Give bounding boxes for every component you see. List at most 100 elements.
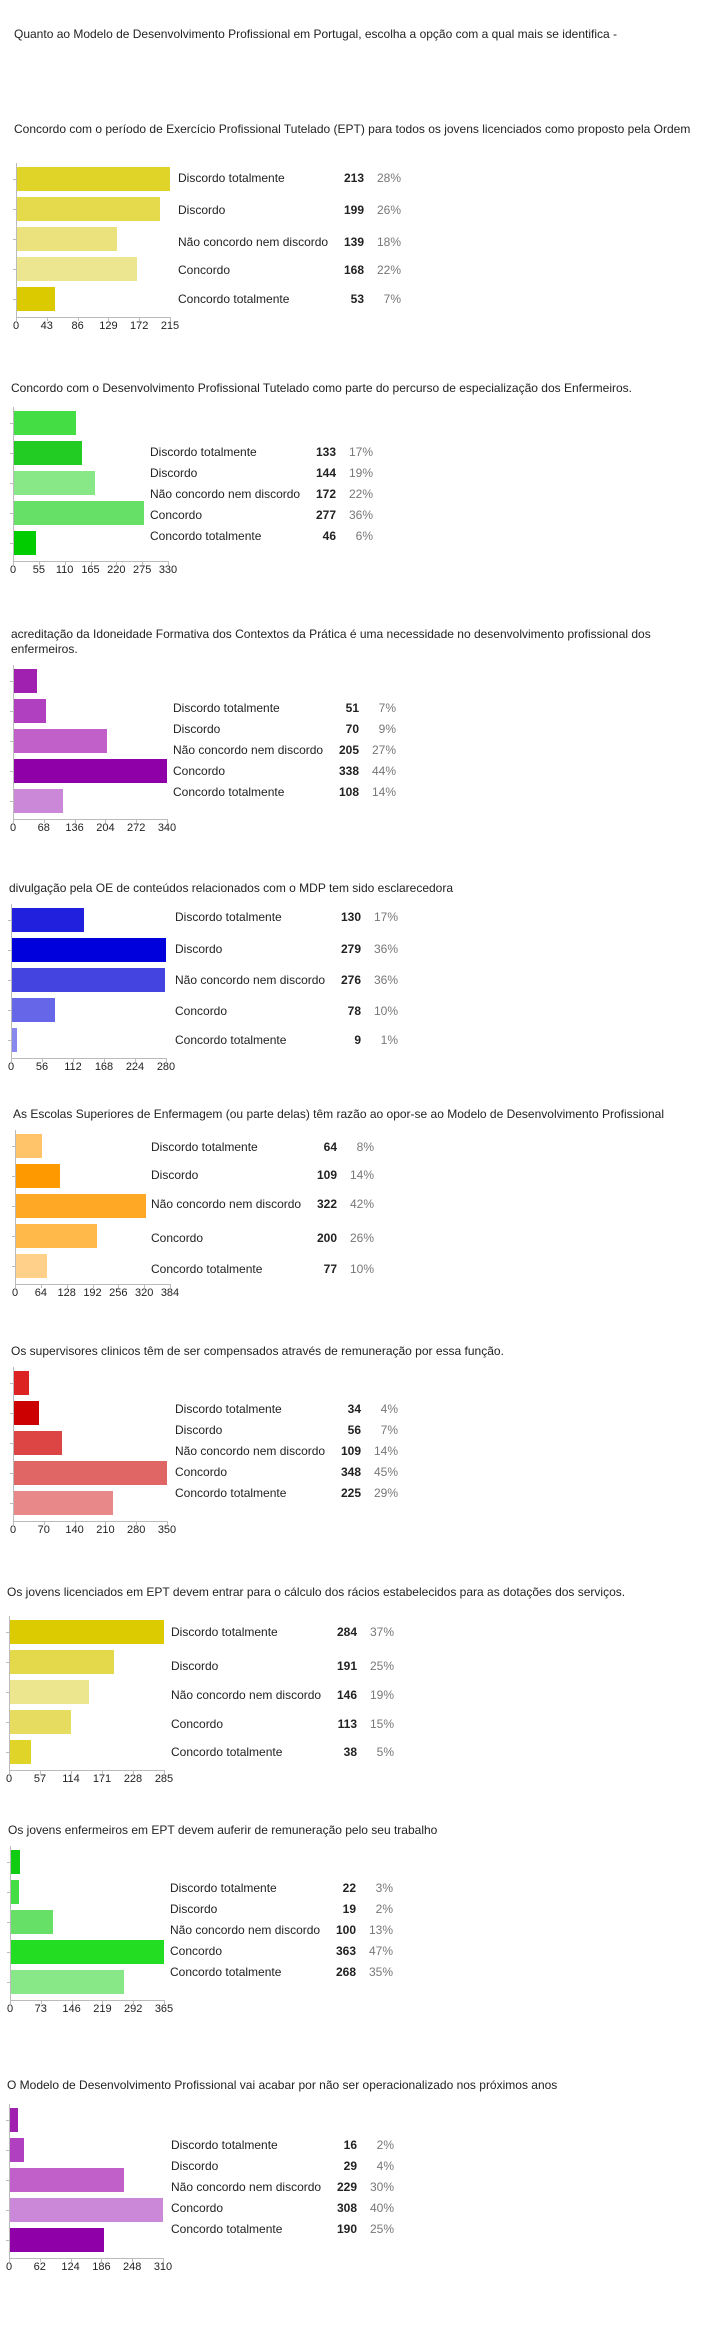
bar-count: 51 [345,701,359,715]
bar-percent: 17% [373,910,398,924]
bar-label: Concordo [171,2201,224,2215]
x-tick-label: 292 [124,2003,143,2015]
x-tick-label: 64 [34,1287,47,1299]
x-tick [105,1521,107,1525]
bar [11,1880,20,1904]
bar-count: 191 [336,1659,357,1673]
x-axis-line [9,2258,163,2259]
y-tick [12,1176,15,1177]
x-tick [73,1058,74,1062]
y-tick [6,2240,9,2241]
bar-label: Discordo totalmente [173,701,280,715]
bar-percent: 10% [373,1004,398,1018]
bar-label: Concordo [170,1944,223,1958]
y-tick [6,1722,9,1723]
x-tick-label: 73 [34,2003,47,2015]
page-title: Quanto ao Modelo de Desenvolvimento Prof… [14,27,617,41]
bar-count: 16 [343,2138,357,2152]
x-tick-label: 172 [130,320,149,332]
x-tick [40,2000,42,2004]
bar-label: Não concordo nem discordo [175,973,326,987]
x-tick [136,819,138,823]
bar-count: 19 [342,1902,356,1916]
bar-label: Discordo [171,2159,219,2173]
bar-percent: 5% [376,1745,394,1759]
bar-count: 205 [338,743,359,757]
x-tick [101,2258,103,2262]
x-tick [38,561,40,565]
y-tick [13,299,16,300]
bar-label: Discordo totalmente [171,1625,278,1639]
x-axis-line [11,1058,166,1059]
x-tick-label: 70 [37,1524,50,1536]
x-tick [102,1770,103,1774]
bar [10,2108,18,2132]
x-tick [133,2000,135,2004]
bar-count: 109 [340,1444,361,1458]
y-tick [8,950,11,951]
y-tick [12,1146,15,1147]
x-tick-label: 56 [35,1061,49,1073]
y-tick [10,1413,13,1414]
x-tick-label: 228 [123,1773,143,1785]
bar-count: 77 [323,1262,337,1276]
x-tick [167,819,168,823]
bar-percent: 7% [380,1423,398,1437]
bar-percent: 13% [368,1923,393,1937]
y-axis-line [15,1130,16,1284]
y-axis-line [10,1846,11,2000]
x-tick [142,561,144,565]
bar [14,441,82,465]
x-tick-label: 0 [5,2261,13,2273]
x-tick [16,317,17,321]
x-tick-label: 310 [153,2261,173,2273]
bar-label: Concordo totalmente [150,529,262,543]
x-tick [71,1770,72,1774]
bar [17,167,170,191]
y-tick [7,1922,10,1923]
x-tick-label: 171 [92,1773,112,1785]
bar-label: Discordo [151,1168,199,1182]
y-tick [6,2210,9,2211]
bar-percent: 28% [376,171,401,185]
bar-percent: 36% [348,508,373,522]
bar-label: Concordo [151,1231,204,1245]
bar-percent: 35% [368,1965,393,1979]
bar-percent: 14% [349,1168,374,1182]
bar-percent: 19% [369,1688,394,1702]
bar-count: 113 [337,1717,357,1731]
x-tick [66,1284,68,1288]
bar-percent: 1% [380,1033,398,1047]
x-tick [9,1770,10,1774]
y-tick [13,209,16,210]
bar [12,998,56,1022]
bar-label: Não concordo nem discordo [173,743,324,757]
bar-label: Concordo totalmente [171,2222,283,2236]
x-tick-label: 165 [81,564,100,576]
x-tick [108,317,110,321]
x-tick-label: 350 [157,1524,177,1536]
bar-label: Concordo [175,1465,228,1479]
bar-count: 53 [350,292,364,306]
x-tick-label: 0 [9,1524,17,1536]
x-tick [118,1284,120,1288]
y-axis-line [11,904,12,1058]
x-tick [144,1284,146,1288]
bar-percent: 40% [369,2201,394,2215]
bar [10,2228,105,2252]
bar-count: 277 [315,508,336,522]
y-tick [13,269,16,270]
x-tick [102,2000,104,2004]
y-tick [10,771,13,772]
y-axis-line [13,665,14,819]
bar-label: Não concordo nem discordo [171,1688,322,1702]
x-tick-label: 146 [62,2003,81,2015]
x-tick-label: 0 [7,1061,15,1073]
x-tick-label: 224 [125,1061,145,1073]
bar [10,1740,31,1764]
x-tick-label: 86 [71,320,84,332]
x-tick [170,317,171,321]
x-tick-label: 57 [33,1773,47,1785]
chart-title: Concordo com o Desenvolvimento Profissio… [11,381,632,395]
x-tick [40,1770,41,1774]
